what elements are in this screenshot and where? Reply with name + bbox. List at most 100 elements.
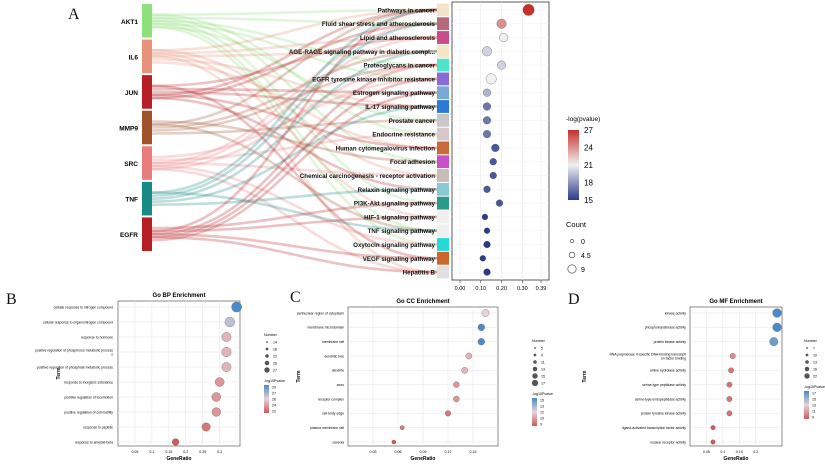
pathway-label: Lipid and atherosclerosis [360, 35, 436, 42]
pathway-label-bg [435, 60, 437, 71]
color-legend-tick: 15 [584, 196, 593, 205]
term-label: cell-body edge [322, 412, 344, 416]
pathway-label-bg [435, 239, 437, 250]
pathway-label-bg [435, 115, 437, 126]
dotplot-point [496, 18, 507, 29]
dotplot-point [489, 158, 497, 166]
pathway-block [437, 169, 449, 182]
gene-label-jun: JUN [125, 90, 138, 97]
pathway-block [437, 31, 449, 44]
pathway-block [437, 141, 449, 155]
dotplot-point [482, 116, 491, 125]
data-point [453, 381, 460, 388]
dotplot-tick-label: 0.00 [455, 286, 466, 292]
pathway-label: Oxytocin signaling pathway [353, 242, 435, 249]
pathway-label: VEGF signaling pathway [363, 256, 436, 263]
sankey-link [151, 58, 438, 108]
pathway-block [437, 17, 449, 31]
size-legend-circle [264, 367, 270, 373]
color-legend-tick: 11 [812, 409, 816, 413]
y-axis-label: Term [56, 367, 62, 379]
sankey-link [151, 63, 438, 236]
dotplot-point [522, 4, 535, 16]
pathway-block [437, 44, 449, 58]
data-point [465, 352, 473, 360]
term-label: on factor binding [661, 356, 686, 360]
term-label: protein kinase activity [654, 340, 687, 344]
term-label: protein tyrosine kinase activity [641, 412, 687, 416]
data-point [399, 425, 405, 430]
sankey-link [151, 93, 438, 150]
data-point [477, 338, 485, 346]
pathway-label-bg [435, 198, 437, 209]
sankey-link [151, 161, 438, 177]
color-legend-tick: 17 [812, 391, 816, 395]
data-point [221, 332, 232, 342]
term-label: RNA polymerase II-specific DNA-binding t… [609, 352, 686, 356]
size-legend-circle [804, 373, 810, 379]
panel-b-go-bp-chart: Go BP Enrichment 0.05 0.1 0.15 0.2 0.25 0.3 Gen… [35, 293, 285, 462]
term-label: phosphotransferase activity [645, 326, 687, 330]
term-label: positive regulation of locomotion [65, 395, 114, 399]
sankey-link [151, 105, 438, 203]
x-tick-label: 0.05 [131, 450, 138, 454]
pathway-label-bg [435, 129, 437, 140]
term-label: dendritic tree [324, 354, 344, 358]
panel-label-c: C [290, 289, 301, 306]
pathway-block [437, 238, 449, 251]
panel-label-b: B [6, 291, 17, 308]
sankey-link [151, 96, 438, 191]
gene-label-mmp9: MMP9 [119, 126, 138, 133]
pathway-label-bg [435, 32, 437, 43]
gene-label-egfr: EGFR [120, 232, 138, 239]
dotplot-point [482, 130, 491, 139]
panel-d-go-mf-chart: Go MF Enrichment 0.05 0.1 0.15 0.2 GeneRatio T… [582, 299, 825, 462]
x-axis-label: GeneRatio [723, 456, 748, 462]
term-label: receptor complex [318, 397, 344, 401]
pathway-label-bg [435, 18, 437, 29]
data-point [445, 410, 451, 417]
term-label: perinuclear region of cytoplasm [297, 311, 344, 315]
color-legend-tick: 24 [584, 144, 593, 153]
size-legend-label: 27 [273, 368, 277, 372]
y-axis-label: Term [296, 370, 302, 382]
sankey-link [151, 25, 438, 122]
x-tick-label: 0.2 [183, 450, 188, 454]
size-legend-title: Number [804, 339, 818, 343]
dotplot-point [483, 227, 491, 234]
data-point [769, 337, 779, 347]
sankey-link [151, 19, 438, 205]
sankey-link [151, 167, 438, 274]
data-point [710, 439, 716, 445]
color-legend-tick: 9 [540, 422, 542, 426]
pathway-label-bg [435, 156, 437, 167]
color-legend-title: -log10Pvalue [804, 385, 825, 389]
pathway-block [437, 265, 449, 279]
sankey-link [151, 55, 438, 274]
data-point [726, 396, 733, 402]
sankey-link [151, 84, 438, 260]
sankey-link [151, 8, 438, 97]
sankey-link [151, 50, 438, 129]
color-legend-tick: 9 [812, 415, 814, 419]
gene-block-il6 [142, 39, 152, 74]
sankey-link [151, 50, 438, 58]
pathway-label: Relaxin signaling pathway [358, 187, 436, 194]
size-legend-circle [265, 347, 269, 351]
size-legend-circle [265, 354, 269, 358]
x-axis-label: GeneRatio [410, 456, 435, 462]
pathway-label-bg [435, 87, 437, 98]
term-label: dendrite [332, 369, 344, 373]
size-legend-label: 17 [541, 381, 545, 385]
sankey-link [151, 164, 438, 246]
size-legend-title: Number [264, 333, 278, 337]
color-legend-tick: 13 [540, 404, 544, 408]
dotplot-tick-label: 0.39 [536, 286, 547, 292]
data-point [710, 425, 716, 431]
dotplot-point [499, 33, 509, 42]
sankey-link [151, 90, 438, 108]
y-axis-label: Term [582, 370, 588, 382]
sankey-link [151, 87, 438, 94]
color-legend-tick: 24 [272, 403, 276, 407]
data-point [224, 316, 235, 328]
